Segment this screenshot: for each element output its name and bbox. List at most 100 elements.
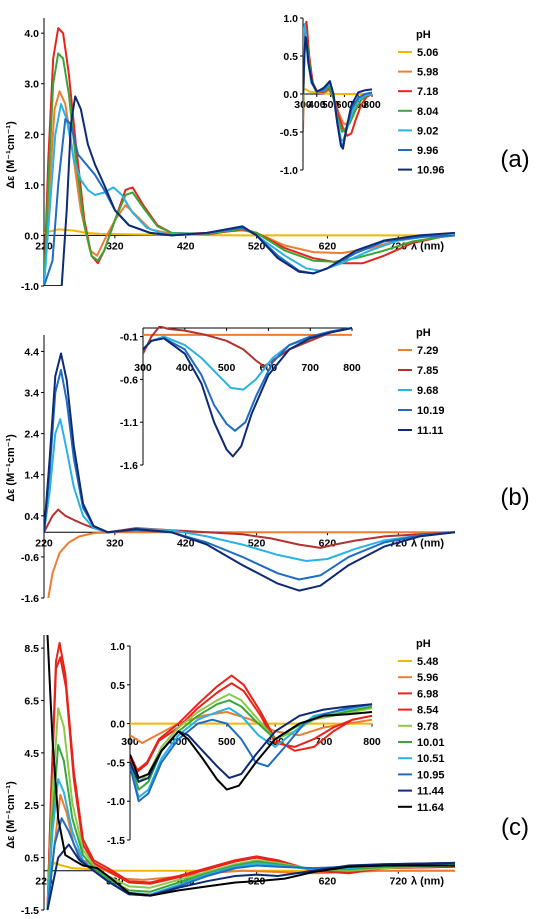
panel-label: (c) xyxy=(501,814,529,841)
x-tick-label: 620 xyxy=(319,240,337,252)
inset-y-tick-label: 0.5 xyxy=(283,51,298,63)
main-plot-area xyxy=(44,27,455,286)
inset-y-tick-label: 0.5 xyxy=(110,680,125,692)
series-line-inset-11.64 xyxy=(130,711,373,791)
series-line-main-5.06 xyxy=(44,228,455,237)
legend-label: 5.98 xyxy=(417,67,438,79)
legend-label: 10.95 xyxy=(417,769,445,781)
series-line-main-7.29 xyxy=(47,531,455,598)
inset-y-tick-label: -1.5 xyxy=(107,835,125,847)
inset-y-tick-label: 1.0 xyxy=(110,641,125,653)
legend-label: 5.06 xyxy=(417,47,438,59)
y-tick-label: 4.4 xyxy=(24,346,39,358)
y-tick-label: 4.5 xyxy=(24,748,39,760)
inset-y-tick-label: -0.6 xyxy=(120,374,138,386)
legend-label: 9.02 xyxy=(417,125,438,137)
inset-plot-area xyxy=(143,326,353,458)
y-tick-label: 2.5 xyxy=(24,800,39,812)
y-tick-label: -1.0 xyxy=(21,281,39,293)
series-line-main-11.44 xyxy=(46,843,455,910)
x-tick-label: 420 xyxy=(177,537,195,549)
legend-label: 8.54 xyxy=(417,705,439,717)
legend-label: 7.85 xyxy=(417,365,438,377)
legend-label: 10.19 xyxy=(417,405,445,417)
series-line-main-9.96 xyxy=(44,118,455,286)
inset-x-tick-label: 400 xyxy=(308,99,326,111)
series-line-main-8.04 xyxy=(44,52,455,286)
legend-label: 6.98 xyxy=(417,688,438,700)
inset-plot-area xyxy=(130,674,373,803)
y-tick-label: 1.0 xyxy=(24,180,39,192)
x-tick-label: 620 xyxy=(319,876,337,888)
x-tick-label: 520 xyxy=(248,240,266,252)
y-tick-label: 1.4 xyxy=(24,470,39,482)
inset-x-tick-label: 300 xyxy=(134,362,152,374)
main-plot-area xyxy=(46,634,455,910)
inset-x-tick-label: 300 xyxy=(121,736,139,748)
legend-label: 11.44 xyxy=(417,786,445,798)
inset-y-tick-label: -0.5 xyxy=(107,757,125,769)
legend-title: pH xyxy=(416,29,431,41)
legend-label: 11.64 xyxy=(417,802,445,814)
y-tick-label: -1.6 xyxy=(21,593,39,605)
inset-y-tick-label: -1.6 xyxy=(120,460,138,472)
y-tick-label: 3.4 xyxy=(24,388,39,400)
y-tick-label: 4.0 xyxy=(24,28,39,40)
inset-x-tick-label: 600 xyxy=(336,99,354,111)
inset-y-tick-label: -1.1 xyxy=(120,417,138,429)
legend-label: 10.51 xyxy=(417,753,445,765)
x-tick-label: 220 xyxy=(35,240,53,252)
legend: pH 5.48 5.96 6.98 8.54 9.78 10.01 10.51 10.95 11.… xyxy=(398,638,445,814)
x-tick-label: 420 xyxy=(177,240,195,252)
y-tick-label: 2.4 xyxy=(24,429,39,441)
x-axis-label: λ (nm) xyxy=(411,240,444,252)
series-line-main-7.18 xyxy=(44,27,455,286)
series-line-inset-11.11 xyxy=(143,327,353,458)
y-tick-label: 6.5 xyxy=(24,695,39,707)
series-line-main-11.64 xyxy=(46,634,455,897)
series-line-main-5.96 xyxy=(46,793,455,910)
legend-label: 9.96 xyxy=(417,145,438,157)
series-line-inset-5.96 xyxy=(130,711,373,744)
x-tick-label: 320 xyxy=(106,240,124,252)
legend-label: 7.29 xyxy=(417,345,438,357)
series-line-inset-10.19 xyxy=(143,327,353,432)
x-tick-label: 220 xyxy=(35,537,53,549)
inset-y-tick-label: -1.0 xyxy=(280,165,298,177)
series-line-inset-7.85 xyxy=(143,326,353,368)
inset-x-tick-label: 800 xyxy=(343,362,361,374)
inset-y-tick-label: -0.5 xyxy=(280,127,298,139)
inset-x-tick-label: 700 xyxy=(301,362,319,374)
panel-label: (a) xyxy=(500,146,529,173)
y-tick-label: 0.0 xyxy=(24,230,39,242)
series-line-main-10.51 xyxy=(46,778,455,910)
legend-label: 7.18 xyxy=(417,86,438,98)
x-axis-label: λ (nm) xyxy=(411,876,444,888)
panel-label: (b) xyxy=(500,484,529,511)
y-tick-label: 3.0 xyxy=(24,79,39,91)
legend-label: 10.01 xyxy=(417,737,445,749)
legend-label: 8.04 xyxy=(417,106,439,118)
legend-label: 5.96 xyxy=(417,672,438,684)
inset-x-tick-label: 700 xyxy=(315,736,333,748)
x-tick-label: 320 xyxy=(106,537,124,549)
legend: pH 5.06 5.98 7.18 8.04 9.02 9.96 10.96 xyxy=(398,29,445,177)
series-line-inset-10.96 xyxy=(303,36,373,150)
legend: pH 7.29 7.85 9.68 10.19 11.11 xyxy=(398,327,445,437)
y-tick-label: 0.5 xyxy=(24,853,39,865)
y-tick-label: 2.0 xyxy=(24,129,39,141)
series-line-main-9.68 xyxy=(44,418,455,562)
main-plot-area xyxy=(44,352,455,598)
inset-y-tick-label: 0.0 xyxy=(283,89,298,101)
y-tick-label: -0.6 xyxy=(21,552,39,564)
y-tick-label: 8.5 xyxy=(24,643,39,655)
legend-title: pH xyxy=(416,327,431,339)
y-axis-label: Δε (M⁻¹cm⁻¹) xyxy=(5,781,17,849)
inset-y-tick-label: -0.1 xyxy=(120,332,138,344)
inset-plot-area xyxy=(303,20,373,150)
